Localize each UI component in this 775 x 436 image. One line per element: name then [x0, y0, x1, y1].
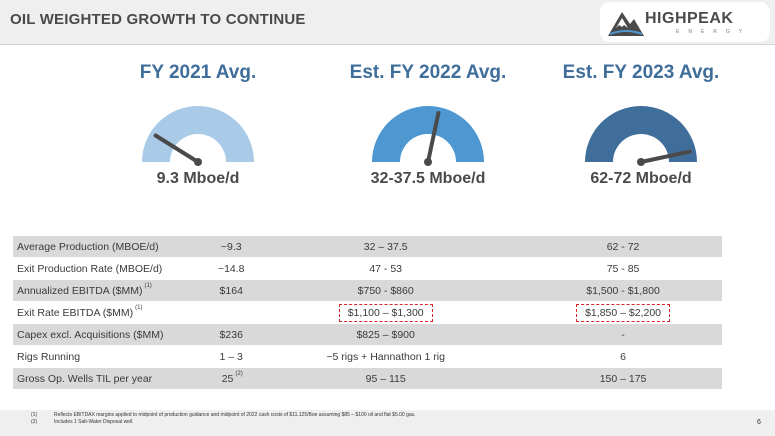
fy2022-cell: 32 – 37.5 [247, 236, 525, 258]
row-label: Capex excl. Acquisitions ($MM) [13, 323, 218, 346]
gauge-fy2023: Est. FY 2023 Avg. 62-72 Mboe/d [541, 62, 741, 202]
logo-text: HIGHPEAK [645, 10, 734, 27]
table-row: Exit Rate EBITDA ($MM) (1) $1,100 – $1,30… [13, 301, 722, 324]
gauge-fy2021: FY 2021 Avg. 9.3 Mboe/d [98, 62, 298, 202]
fy2022-cell: $1,100 – $1,300 [247, 301, 525, 324]
fy2023-cell: $1,500 - $1,800 [524, 279, 722, 302]
fy2021-cell [217, 301, 248, 324]
row-label: Exit Production Rate (MBOE/d) [13, 257, 218, 280]
fy2021-cell: 1 – 3 [217, 345, 248, 368]
fy2022-cell: 95 – 115 [247, 367, 525, 390]
fy2023-cell: 150 – 175 [524, 367, 722, 390]
gauge-dial [142, 106, 254, 166]
logo-subtext: ENERGY [676, 29, 752, 35]
fy2022-cell: $750 - $860 [247, 279, 525, 302]
page-number: 6 [757, 419, 761, 426]
row-label: Average Production (MBOE/d) [13, 236, 218, 258]
footnote-2: (2) Includes 1 Salt-Water Disposal well. [31, 419, 134, 425]
gauge-value: 9.3 Mboe/d [156, 170, 240, 187]
gauge-hub [424, 158, 432, 166]
gauge-needle [426, 111, 441, 164]
fy2023-cell: 62 - 72 [524, 236, 722, 258]
company-logo: HIGHPEAK ENERGY [600, 2, 770, 42]
table-row: Capex excl. Acquisitions ($MM) $236 $825… [13, 323, 722, 346]
gauge-title: FY 2021 Avg. [139, 62, 257, 83]
gauge-hub [194, 158, 202, 166]
fy2023-cell: - [524, 323, 722, 346]
gauge-arc [372, 106, 484, 162]
gauge-title: Est. FY 2023 Avg. [562, 62, 720, 83]
mountain-icon [608, 12, 644, 36]
fy2021-cell: ~14.8 [217, 257, 248, 280]
fy2023-cell: 75 - 85 [524, 257, 722, 280]
gauge-arc [585, 106, 697, 162]
fy2023-cell: $1,850 – $2,200 [524, 301, 722, 324]
gauge-title: Est. FY 2022 Avg. [349, 62, 507, 83]
guidance-table: Average Production (MBOE/d) ~9.3 32 – 37… [13, 236, 722, 390]
footnote-1: (1) Reflects EBITDAX margins applied to m… [31, 412, 416, 418]
fy2022-cell: 47 - 53 [247, 257, 525, 280]
header-bar: OIL WEIGHTED GROWTH TO CONTINUE HIGHPEAK… [0, 0, 775, 45]
row-label: Gross Op. Wells TIL per year [13, 367, 218, 390]
table-row: Annualized EBITDA ($MM) (1) $164 $750 - $… [13, 279, 722, 302]
fy2021-cell: ~9.3 [217, 236, 248, 258]
row-label: Annualized EBITDA ($MM) (1) [13, 279, 218, 302]
gauge-dial [585, 106, 697, 166]
row-label: Rigs Running [13, 345, 218, 368]
footnote-bar: (1) Reflects EBITDAX margins applied to m… [0, 410, 775, 436]
fy2023-cell: 6 [524, 345, 722, 368]
table-row: Rigs Running 1 – 3 ~5 rigs + Hannathon 1… [13, 345, 722, 368]
gauge-needle [639, 149, 692, 164]
fy2021-cell: 25 (2) [217, 367, 248, 390]
fy2021-cell: $164 [217, 279, 248, 302]
fy2022-cell: $825 – $900 [247, 323, 525, 346]
row-label: Exit Rate EBITDA ($MM) (1) [13, 301, 218, 324]
table-row: Average Production (MBOE/d) ~9.3 32 – 37… [13, 236, 722, 258]
gauge-value: 62-72 Mboe/d [590, 170, 692, 187]
page-title: OIL WEIGHTED GROWTH TO CONTINUE [10, 11, 306, 28]
gauge-needle [153, 133, 200, 164]
fy2021-cell: $236 [217, 323, 248, 346]
gauge-hub [637, 158, 645, 166]
gauge-fy2022: Est. FY 2022 Avg. 32-37.5 Mboe/d [328, 62, 528, 202]
table-row: Gross Op. Wells TIL per year 25 (2) 95 – … [13, 367, 722, 390]
gauge-arc [142, 106, 254, 162]
gauge-value: 32-37.5 Mboe/d [370, 170, 486, 187]
fy2022-cell: ~5 rigs + Hannathon 1 rig [247, 345, 525, 368]
gauge-dial [372, 106, 484, 166]
table-row: Exit Production Rate (MBOE/d) ~14.8 47 -… [13, 257, 722, 280]
